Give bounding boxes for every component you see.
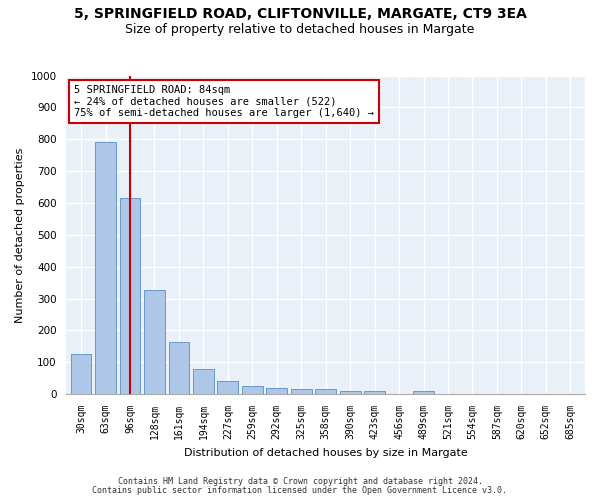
Text: Contains public sector information licensed under the Open Government Licence v3: Contains public sector information licen…	[92, 486, 508, 495]
Bar	[242, 386, 263, 394]
Bar	[266, 388, 287, 394]
Bar	[316, 390, 336, 394]
Bar	[169, 342, 190, 394]
Bar	[119, 198, 140, 394]
Bar	[217, 382, 238, 394]
Y-axis label: Number of detached properties: Number of detached properties	[15, 147, 25, 322]
Bar	[364, 391, 385, 394]
Bar	[413, 391, 434, 394]
Text: Size of property relative to detached houses in Margate: Size of property relative to detached ho…	[125, 22, 475, 36]
Text: Contains HM Land Registry data © Crown copyright and database right 2024.: Contains HM Land Registry data © Crown c…	[118, 477, 482, 486]
Text: 5, SPRINGFIELD ROAD, CLIFTONVILLE, MARGATE, CT9 3EA: 5, SPRINGFIELD ROAD, CLIFTONVILLE, MARGA…	[74, 8, 526, 22]
Text: 5 SPRINGFIELD ROAD: 84sqm
← 24% of detached houses are smaller (522)
75% of semi: 5 SPRINGFIELD ROAD: 84sqm ← 24% of detac…	[74, 85, 374, 118]
Bar	[95, 142, 116, 394]
Bar	[291, 390, 311, 394]
Bar	[144, 290, 165, 394]
Bar	[193, 370, 214, 394]
X-axis label: Distribution of detached houses by size in Margate: Distribution of detached houses by size …	[184, 448, 467, 458]
Bar	[340, 391, 361, 394]
Bar	[71, 354, 91, 394]
